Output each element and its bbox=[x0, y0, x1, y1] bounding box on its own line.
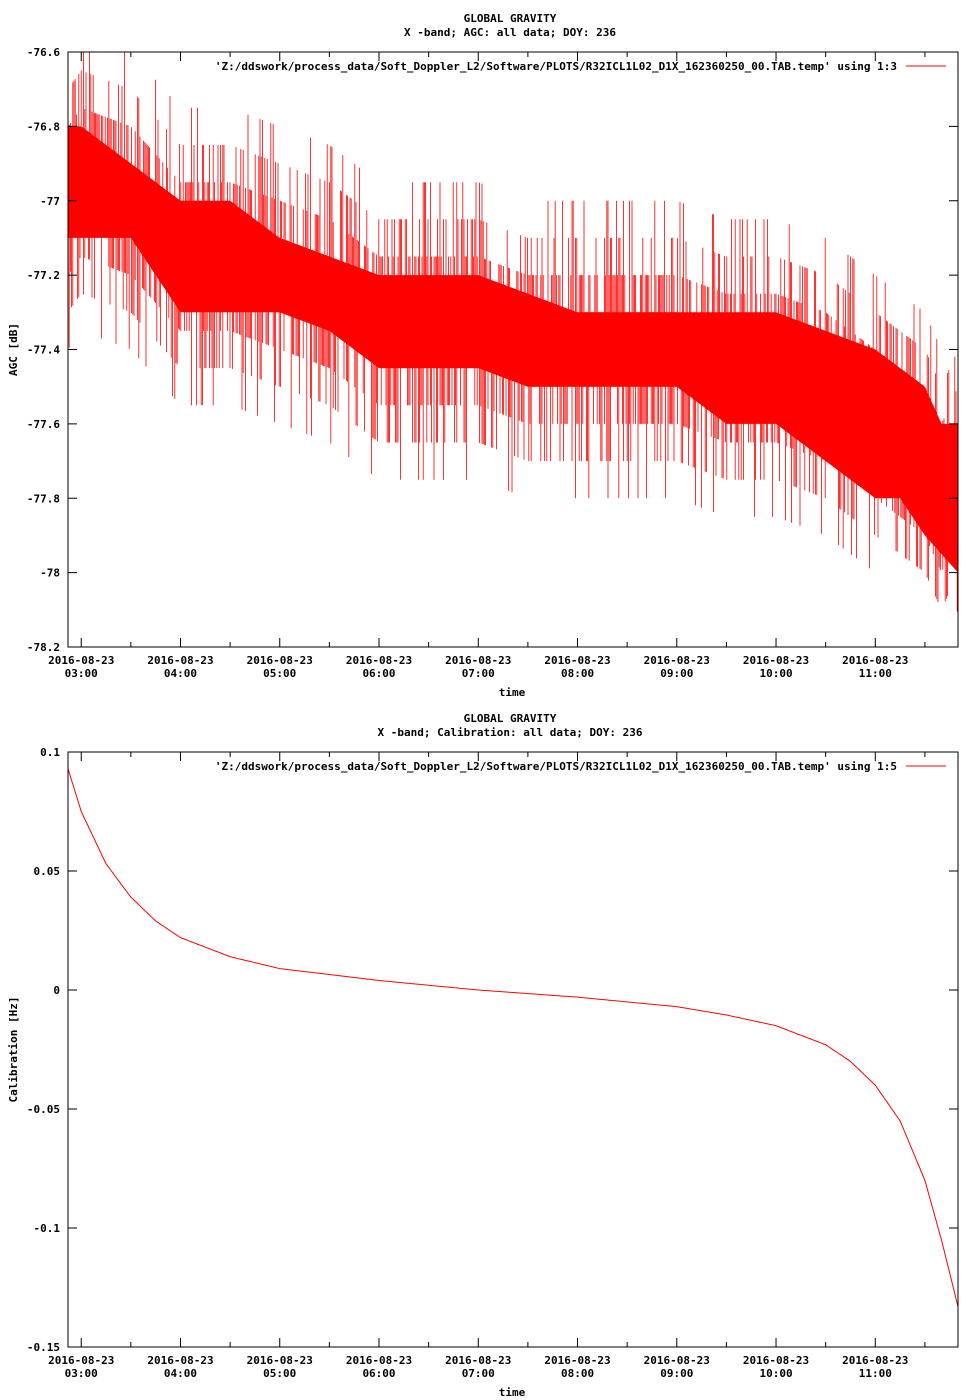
x-tick-time-label: 05:00 bbox=[263, 667, 296, 680]
x-tick-date-label: 2016-08-23 bbox=[544, 1354, 610, 1367]
x-tick-date-label: 2016-08-23 bbox=[842, 654, 908, 667]
x-tick-date-label: 2016-08-23 bbox=[644, 1354, 710, 1367]
y-tick-label: -76.6 bbox=[27, 46, 60, 59]
y-tick-label: -78 bbox=[40, 567, 60, 580]
chart-title: GLOBAL GRAVITY bbox=[464, 712, 557, 725]
x-tick-time-label: 11:00 bbox=[859, 667, 892, 680]
y-tick-label: 0.1 bbox=[40, 746, 60, 759]
y-tick-label: 0.05 bbox=[34, 865, 61, 878]
x-tick-date-label: 2016-08-23 bbox=[544, 654, 610, 667]
chart-subtitle: X -band; AGC: all data; DOY: 236 bbox=[404, 26, 616, 39]
chart-title: GLOBAL GRAVITY bbox=[464, 12, 557, 25]
y-tick-label: -77 bbox=[40, 195, 60, 208]
x-tick-date-label: 2016-08-23 bbox=[48, 654, 114, 667]
x-tick-date-label: 2016-08-23 bbox=[743, 654, 809, 667]
x-tick-date-label: 2016-08-23 bbox=[445, 654, 511, 667]
x-tick-date-label: 2016-08-23 bbox=[247, 654, 313, 667]
x-tick-time-label: 07:00 bbox=[462, 1367, 495, 1380]
y-tick-label: -0.15 bbox=[27, 1341, 60, 1354]
x-tick-time-label: 09:00 bbox=[660, 1367, 693, 1380]
x-tick-time-label: 08:00 bbox=[561, 667, 594, 680]
chart-subtitle: X -band; Calibration: all data; DOY: 236 bbox=[378, 726, 643, 739]
series-line bbox=[68, 52, 958, 612]
plot-frame bbox=[67, 751, 959, 1348]
legend-label: 'Z:/ddswork/process_data/Soft_Doppler_L2… bbox=[215, 60, 897, 73]
y-tick-label: 0 bbox=[53, 984, 60, 997]
y-axis-label: Calibration [Hz] bbox=[7, 997, 20, 1103]
y-tick-label: -77.6 bbox=[27, 418, 60, 431]
x-tick-date-label: 2016-08-23 bbox=[445, 1354, 511, 1367]
y-tick-label: -0.05 bbox=[27, 1103, 60, 1116]
x-tick-date-label: 2016-08-23 bbox=[48, 1354, 114, 1367]
x-tick-time-label: 08:00 bbox=[561, 1367, 594, 1380]
x-tick-time-label: 10:00 bbox=[759, 667, 792, 680]
x-axis-label: time bbox=[499, 1386, 526, 1399]
x-tick-time-label: 03:00 bbox=[65, 1367, 98, 1380]
x-tick-date-label: 2016-08-23 bbox=[346, 1354, 412, 1367]
y-tick-label: -77.2 bbox=[27, 269, 60, 282]
y-tick-label: -78.2 bbox=[27, 641, 60, 654]
series-line bbox=[68, 768, 958, 1307]
y-tick-label: -77.4 bbox=[27, 344, 60, 357]
y-tick-label: -77.8 bbox=[27, 492, 60, 505]
x-tick-date-label: 2016-08-23 bbox=[346, 654, 412, 667]
y-tick-label: -0.1 bbox=[34, 1222, 61, 1235]
x-tick-time-label: 07:00 bbox=[462, 667, 495, 680]
x-tick-date-label: 2016-08-23 bbox=[743, 1354, 809, 1367]
x-tick-time-label: 10:00 bbox=[759, 1367, 792, 1380]
x-tick-time-label: 03:00 bbox=[65, 667, 98, 680]
x-tick-date-label: 2016-08-23 bbox=[147, 654, 213, 667]
y-tick-label: -76.8 bbox=[27, 120, 60, 133]
x-tick-time-label: 04:00 bbox=[164, 667, 197, 680]
x-tick-time-label: 11:00 bbox=[859, 1367, 892, 1380]
x-tick-time-label: 09:00 bbox=[660, 667, 693, 680]
x-axis-label: time bbox=[499, 686, 526, 699]
x-tick-date-label: 2016-08-23 bbox=[644, 654, 710, 667]
y-axis-label: AGC [dB] bbox=[7, 323, 20, 376]
x-tick-time-label: 06:00 bbox=[362, 667, 395, 680]
x-tick-time-label: 04:00 bbox=[164, 1367, 197, 1380]
x-tick-time-label: 05:00 bbox=[263, 1367, 296, 1380]
x-tick-time-label: 06:00 bbox=[362, 1367, 395, 1380]
x-tick-date-label: 2016-08-23 bbox=[147, 1354, 213, 1367]
x-tick-date-label: 2016-08-23 bbox=[247, 1354, 313, 1367]
legend-label: 'Z:/ddswork/process_data/Soft_Doppler_L2… bbox=[215, 760, 897, 773]
x-tick-date-label: 2016-08-23 bbox=[842, 1354, 908, 1367]
